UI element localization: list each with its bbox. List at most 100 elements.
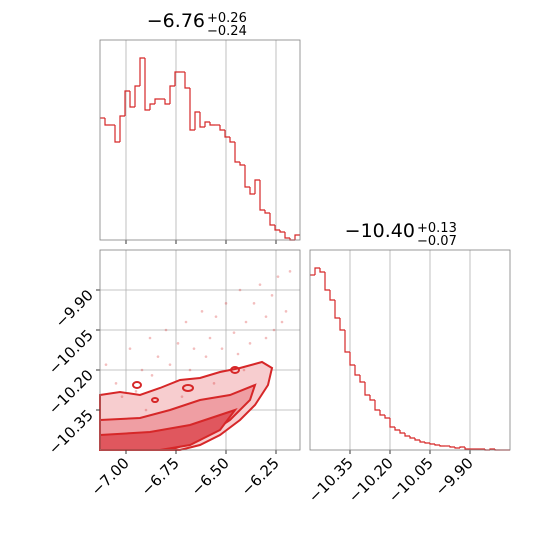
x-tick-label: −6.75 xyxy=(138,454,183,499)
hist-step xyxy=(239,162,245,166)
hist-step xyxy=(424,442,430,444)
point xyxy=(200,310,204,313)
title-upper: +0.13 xyxy=(417,221,457,236)
hist-step xyxy=(204,121,210,127)
point xyxy=(236,352,240,356)
point xyxy=(252,302,256,305)
hist-step xyxy=(189,88,195,131)
hist-step xyxy=(259,180,265,211)
x-tick-label: −10.05 xyxy=(385,454,437,506)
x-tick-label: −7.00 xyxy=(88,454,133,499)
point xyxy=(276,275,280,278)
contour-island xyxy=(132,381,142,389)
grid xyxy=(349,250,471,450)
point xyxy=(214,315,218,318)
point xyxy=(134,390,138,393)
hist-step xyxy=(399,430,405,434)
point xyxy=(270,294,274,297)
hist-step xyxy=(254,179,260,194)
point xyxy=(242,368,246,372)
hist-step xyxy=(219,125,225,131)
hist-step xyxy=(384,415,390,419)
hist-step xyxy=(224,130,230,138)
hist-step xyxy=(184,72,190,89)
hist-step xyxy=(169,85,175,104)
hist-step xyxy=(449,446,455,448)
hist-step xyxy=(194,111,200,130)
hist-step xyxy=(124,90,130,116)
point xyxy=(120,395,124,398)
hist-step xyxy=(199,112,205,128)
hist-step xyxy=(339,318,345,331)
panel-title: −6.76 xyxy=(147,10,205,32)
x-tick-label: −6.50 xyxy=(188,454,233,499)
hist-step xyxy=(409,436,415,439)
point xyxy=(104,363,108,366)
hist-step xyxy=(274,225,280,231)
hist-step xyxy=(319,268,325,273)
hist-step xyxy=(349,352,355,366)
hist-step xyxy=(314,267,320,275)
point xyxy=(114,382,118,385)
point xyxy=(150,374,154,377)
hist-step xyxy=(264,210,270,214)
hist-step xyxy=(414,438,420,441)
hist-step xyxy=(454,447,460,449)
panel-title: −10.40 xyxy=(345,220,415,242)
hist-step xyxy=(144,58,150,111)
title-lower: −0.07 xyxy=(417,234,457,249)
title-upper: +0.26 xyxy=(207,11,247,26)
hist-step xyxy=(329,290,335,301)
axes-frame xyxy=(309,249,511,451)
hist-step xyxy=(119,115,125,142)
hist-step xyxy=(114,125,120,143)
point xyxy=(144,408,148,412)
point xyxy=(284,310,288,313)
hist-step xyxy=(279,230,285,233)
hist-step xyxy=(284,232,290,239)
hist-step xyxy=(434,444,440,446)
hist-step xyxy=(394,427,400,431)
hist-step xyxy=(129,91,135,108)
hist-step xyxy=(134,85,140,107)
axes-frame xyxy=(99,249,301,451)
hist-step xyxy=(174,71,180,86)
hist-step xyxy=(369,395,375,401)
hist-step xyxy=(404,433,410,437)
hist-step xyxy=(139,57,145,86)
point xyxy=(188,368,192,372)
grid xyxy=(125,40,277,240)
hist-step xyxy=(379,410,385,416)
hist-step xyxy=(344,330,350,353)
point xyxy=(180,395,184,398)
y-tick-label: −9.90 xyxy=(52,286,97,331)
hist-step xyxy=(234,142,240,163)
hist-step xyxy=(269,213,275,226)
point xyxy=(244,320,248,324)
point xyxy=(192,347,196,350)
point xyxy=(224,302,228,305)
point xyxy=(208,336,212,340)
hist-step xyxy=(354,365,360,376)
point xyxy=(280,320,284,324)
point xyxy=(272,328,276,332)
point xyxy=(264,315,268,318)
hist-step xyxy=(244,165,250,188)
point xyxy=(168,363,172,366)
point xyxy=(288,270,292,273)
point xyxy=(204,355,208,358)
x-tick-label: −6.25 xyxy=(238,454,283,499)
point xyxy=(140,368,144,372)
point xyxy=(232,331,236,334)
point xyxy=(238,288,242,292)
hist-step xyxy=(154,98,160,104)
contour-island xyxy=(182,384,194,392)
point xyxy=(128,347,132,350)
axes-frame xyxy=(99,39,301,241)
point xyxy=(258,283,262,286)
hist-step xyxy=(104,118,110,126)
point xyxy=(264,336,268,340)
point xyxy=(176,342,180,345)
hist-step xyxy=(429,443,435,445)
